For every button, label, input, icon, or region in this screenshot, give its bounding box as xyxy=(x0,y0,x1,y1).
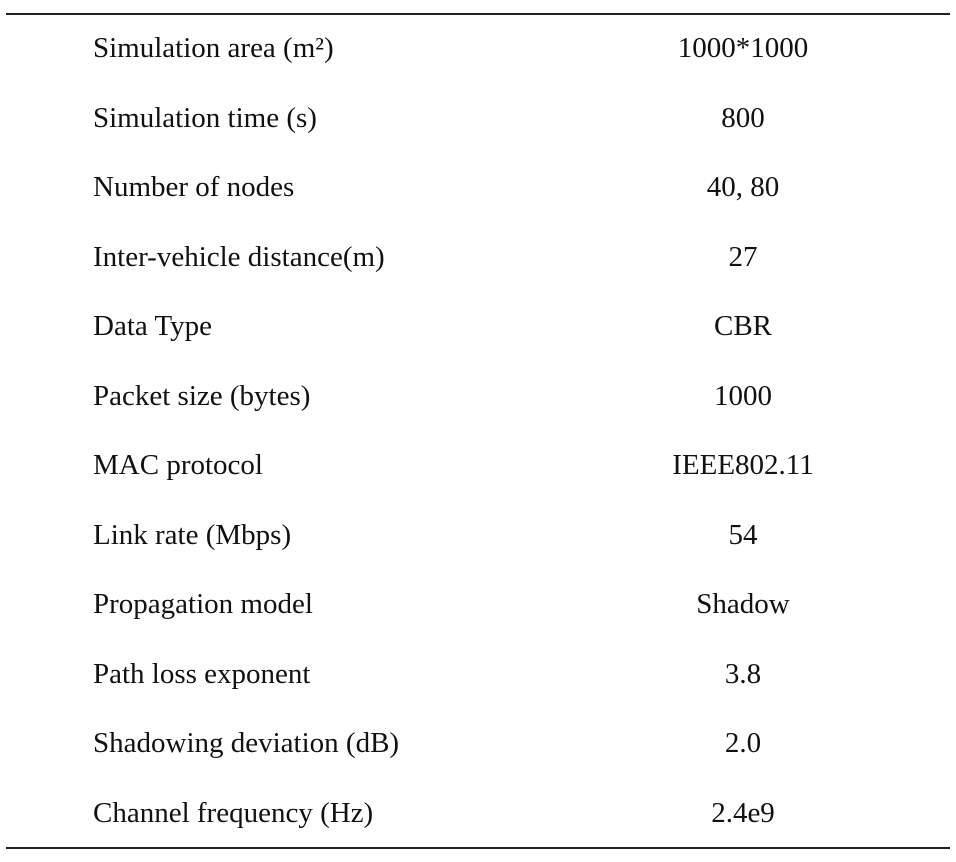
parameter-name: Link rate (Mbps) xyxy=(93,518,292,551)
parameter-name: Number of nodes xyxy=(93,171,295,203)
parameter-value: CBR xyxy=(713,310,773,342)
parameter-value: Shadow xyxy=(696,588,790,620)
parameter-value: 3.8 xyxy=(724,657,762,690)
bottom-rule xyxy=(6,847,950,849)
parameter-name: Shadowing deviation (dB) xyxy=(93,727,400,759)
parameter-name: Simulation area (m²) xyxy=(93,32,334,64)
parameter-name: Data Type xyxy=(93,310,213,342)
parameter-name: Propagation model xyxy=(93,588,313,620)
parameter-name: Channel frequency (Hz) xyxy=(93,796,374,829)
parameter-value: 1000*1000 xyxy=(677,32,809,64)
parameter-name: Packet size (bytes) xyxy=(93,379,311,412)
parameter-value: 40, 80 xyxy=(706,171,780,203)
parameter-value: 800 xyxy=(721,101,765,134)
parameter-value: IEEE802.11 xyxy=(672,449,814,481)
parameter-value: 2.4e9 xyxy=(711,796,775,829)
parameter-name: Path loss exponent xyxy=(93,657,311,690)
parameter-value: 2.0 xyxy=(724,727,762,759)
parameter-value: 27 xyxy=(728,240,758,273)
parameter-name: Simulation time (s) xyxy=(93,101,317,134)
parameter-name: Inter-vehicle distance(m) xyxy=(93,240,385,273)
parameter-value: 54 xyxy=(728,518,758,551)
parameter-name: MAC protocol xyxy=(93,449,263,481)
top-rule xyxy=(6,13,950,15)
parameter-value: 1000 xyxy=(714,379,772,412)
